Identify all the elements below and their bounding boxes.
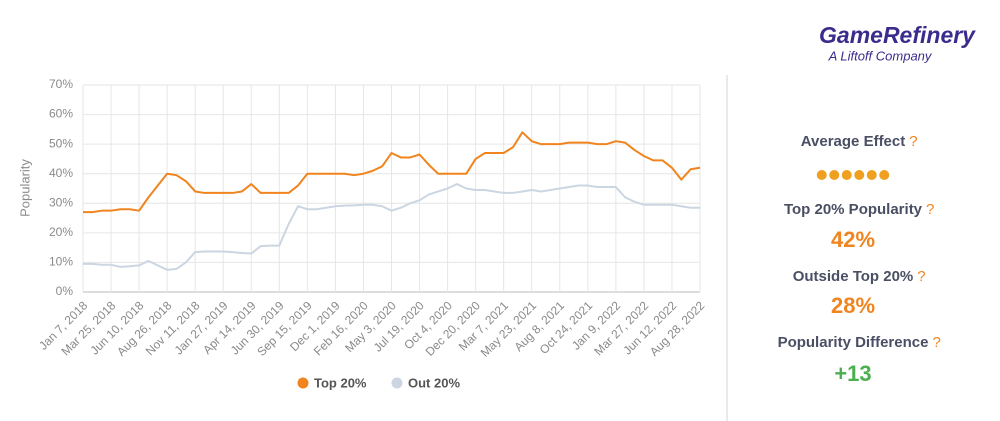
metric-label: Popularity Difference (778, 334, 929, 351)
y-tick-label: 30% (49, 195, 73, 209)
legend-label: Out 20% (408, 375, 460, 390)
y-tick-label: 70% (49, 77, 73, 91)
y-axis-label: Popularity (17, 159, 32, 217)
rating-dot (866, 170, 877, 180)
legend-marker (297, 377, 309, 389)
rating-dot (829, 170, 840, 180)
y-tick-label: 40% (49, 166, 73, 180)
metric-label: Top 20% Popularity (784, 201, 923, 218)
series-line (83, 131, 701, 214)
y-tick-label: 10% (49, 255, 73, 269)
rating-dot (841, 170, 852, 180)
brand-name: GameRefinery (819, 22, 976, 48)
metric-label: Average Effect (801, 133, 906, 150)
metric-label: Outside Top 20% (793, 268, 914, 285)
y-tick-label: 0% (56, 284, 74, 298)
rating-dot (879, 170, 890, 180)
y-tick-label: 60% (49, 107, 73, 121)
help-icon: ? (917, 268, 925, 285)
metric-value: 42% (831, 227, 875, 252)
y-tick-label: 50% (49, 136, 73, 150)
rating-dot (816, 170, 827, 180)
legend-label: Top 20% (314, 375, 367, 390)
y-tick-label: 20% (49, 225, 73, 239)
metric-value: +13 (834, 361, 871, 386)
brand-tagline: A Liftoff Company (828, 48, 933, 63)
help-icon: ? (932, 334, 940, 351)
series-line (83, 183, 700, 271)
metric-value: 28% (831, 293, 875, 318)
help-icon: ? (926, 201, 934, 218)
rating-dot (854, 170, 865, 180)
help-icon: ? (909, 133, 917, 150)
legend-marker (391, 377, 403, 389)
